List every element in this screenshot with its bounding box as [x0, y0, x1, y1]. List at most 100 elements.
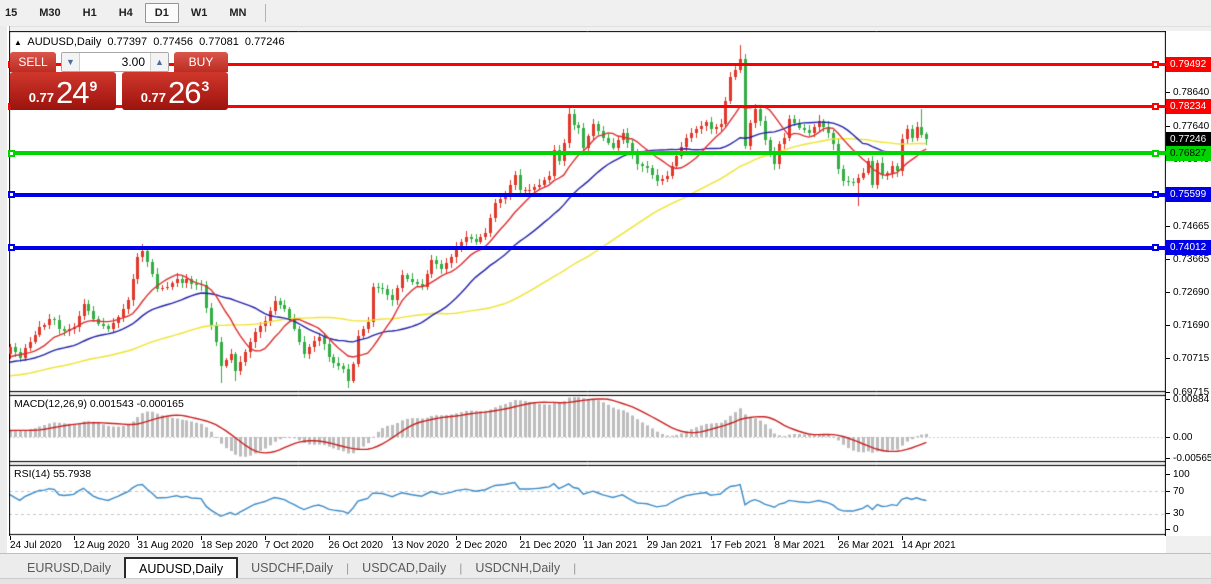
- date-label: 29 Jan 2021: [647, 540, 703, 551]
- price-tick-label: 0.77640: [1166, 120, 1211, 133]
- line-handle[interactable]: [1152, 149, 1159, 157]
- timeframe-w1[interactable]: W1: [190, 7, 208, 19]
- macd-axis-label: 0.00: [1166, 431, 1211, 444]
- rsi-axis-label: 100: [1166, 468, 1211, 481]
- buy-price-box[interactable]: 0.77 26 3: [122, 72, 228, 110]
- line-handle[interactable]: [8, 191, 15, 199]
- rsi-indicator-label: RSI(14) 55.7938: [14, 468, 92, 480]
- horizontal-line-076827[interactable]: [8, 149, 1166, 157]
- timeframe-h1[interactable]: H1: [82, 7, 97, 19]
- line-handle[interactable]: [8, 149, 15, 157]
- date-tick: [73, 536, 75, 540]
- date-tick: [328, 536, 330, 540]
- date-label: 12 Aug 2020: [73, 540, 130, 551]
- date-axis[interactable]: 24 Jul 2020 12 Aug 2020 31 Aug 2020 18 Sep …: [9, 536, 1166, 553]
- horizontal-line-074012[interactable]: [8, 244, 1166, 252]
- timeframe-toolbar: 15 M30 H1 H4 D1 W1 MN: [0, 0, 1211, 27]
- price-tick-label: 0.73665: [1166, 253, 1211, 266]
- macd-axis-label: 0.00884: [1166, 393, 1211, 406]
- date-label: 26 Mar 2021: [838, 540, 895, 551]
- line-handle[interactable]: [8, 244, 15, 252]
- price-badge-075599: 0.75599: [1166, 187, 1211, 203]
- date-label: 2 Dec 2020: [455, 540, 508, 551]
- ohlc-low: 0.77081: [199, 36, 239, 48]
- date-tick: [901, 536, 903, 540]
- ohlc-open: 0.77397: [107, 36, 148, 48]
- price-tick-label: 0.78640: [1166, 86, 1211, 99]
- price-badge-076827: 0.76827: [1166, 145, 1211, 161]
- chart-canvas[interactable]: [9, 31, 1166, 536]
- price-badge-078234: 0.78234: [1166, 98, 1211, 114]
- date-tick: [838, 536, 840, 540]
- buy-button[interactable]: BUY: [174, 52, 228, 72]
- sell-price-box[interactable]: 0.77 24 9: [10, 72, 116, 110]
- buy-price-small: 0.77: [140, 90, 167, 105]
- date-tick: [10, 536, 11, 540]
- price-tick-label: 0.70715: [1166, 352, 1211, 365]
- date-tick: [647, 536, 648, 540]
- date-label: 18 Sep 2020: [201, 540, 258, 551]
- volume-input[interactable]: [80, 53, 150, 71]
- tab-usdcad[interactable]: USDCAD,Daily: [362, 561, 447, 575]
- date-label: 24 Jul 2020: [10, 540, 62, 551]
- timeframe-m30[interactable]: M30: [39, 7, 61, 19]
- date-tick: [710, 536, 712, 540]
- sell-price-sup: 9: [89, 78, 98, 94]
- tab-audusd[interactable]: AUDUSD,Daily: [124, 557, 239, 582]
- date-label: 11 Jan 2021: [583, 540, 638, 551]
- sell-price-small: 0.77: [28, 90, 55, 105]
- buy-price-big: 26: [168, 75, 201, 110]
- tab-separator: |: [573, 561, 577, 575]
- timeframe-h4[interactable]: H4: [118, 7, 133, 19]
- line-handle[interactable]: [1152, 60, 1159, 68]
- one-click-trading-panel: SELL ▼ ▲ BUY 0.77 24 9 0.77 26 3: [10, 52, 228, 110]
- price-tick-label: 0.69715: [1166, 386, 1211, 399]
- price-badge-074012: 0.74012: [1166, 240, 1211, 256]
- timeframe-d1[interactable]: D1: [144, 3, 179, 23]
- date-label: 14 Apr 2021: [901, 540, 956, 551]
- price-badge-079492: 0.79492: [1166, 56, 1211, 72]
- ohlc-high: 0.77456: [153, 36, 193, 48]
- timeframe-mn[interactable]: MN: [229, 7, 247, 19]
- date-label: 8 Mar 2021: [774, 540, 825, 551]
- price-tick-label: 0.74665: [1166, 220, 1211, 233]
- volume-spinner: ▼ ▲: [61, 52, 169, 72]
- tab-usdcnh[interactable]: USDCNH,Daily: [475, 561, 561, 575]
- date-label: 26 Oct 2020: [328, 540, 383, 551]
- tab-separator: |: [459, 561, 463, 575]
- date-label: 31 Aug 2020: [137, 540, 194, 551]
- macd-indicator-label: MACD(12,26,9) 0.001543 -0.000165: [14, 398, 184, 410]
- date-tick: [519, 536, 521, 540]
- date-label: 21 Dec 2020: [519, 540, 577, 551]
- line-handle[interactable]: [1152, 191, 1159, 199]
- date-tick: [455, 536, 457, 540]
- price-tick-label: 0.72690: [1166, 286, 1211, 299]
- line-handle[interactable]: [1152, 102, 1159, 110]
- sell-button[interactable]: SELL: [10, 52, 56, 72]
- ohlc-close: 0.77246: [244, 36, 285, 48]
- line-handle[interactable]: [1152, 244, 1159, 252]
- volume-decrease-icon[interactable]: ▼: [62, 53, 80, 71]
- volume-increase-icon[interactable]: ▲: [150, 53, 168, 71]
- rsi-axis-label: 0: [1166, 523, 1211, 536]
- date-label: 13 Nov 2020: [392, 540, 449, 551]
- tab-usdchf[interactable]: USDCHF,Daily: [251, 561, 334, 575]
- symbol-marker-icon: ▲: [14, 38, 22, 47]
- tab-separator: |: [346, 561, 350, 575]
- date-tick: [137, 536, 139, 540]
- date-tick: [774, 536, 776, 540]
- sell-price-big: 24: [56, 75, 89, 110]
- rsi-axis-label: 70: [1166, 485, 1211, 498]
- tab-eurusd[interactable]: EURUSD,Daily: [27, 561, 112, 575]
- price-axis[interactable]: 0.786400.776400.766400.746650.736650.726…: [1166, 31, 1211, 536]
- horizontal-line-075599[interactable]: [8, 191, 1166, 199]
- toolbar-separator: [265, 4, 267, 22]
- date-tick: [264, 536, 266, 540]
- timeframe-15[interactable]: 15: [5, 7, 18, 19]
- date-label: 7 Oct 2020: [264, 540, 314, 551]
- price-badge-077246: 0.77246: [1166, 131, 1211, 147]
- date-tick: [201, 536, 203, 540]
- date-tick: [583, 536, 585, 540]
- chart-title: ▲ AUDUSD,Daily 0.77397 0.77456 0.77081 0…: [14, 36, 288, 48]
